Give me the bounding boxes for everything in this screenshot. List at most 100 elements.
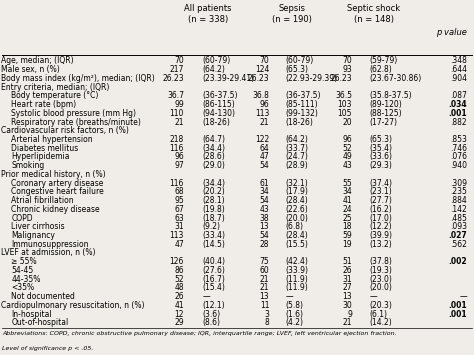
Text: .882: .882 bbox=[450, 118, 467, 126]
Text: (28.9): (28.9) bbox=[285, 161, 308, 170]
Text: 21: 21 bbox=[174, 118, 184, 126]
Text: (14.2): (14.2) bbox=[370, 318, 392, 327]
Text: (19.3): (19.3) bbox=[370, 266, 392, 275]
Text: 63: 63 bbox=[174, 213, 184, 223]
Text: .348: .348 bbox=[450, 56, 467, 65]
Text: 36.5: 36.5 bbox=[335, 91, 352, 100]
Text: .001: .001 bbox=[448, 109, 467, 118]
Text: (20.3): (20.3) bbox=[370, 301, 392, 310]
Text: 38: 38 bbox=[260, 213, 269, 223]
Text: .034: .034 bbox=[448, 100, 467, 109]
Text: 36.8: 36.8 bbox=[252, 91, 269, 100]
Text: (16.7): (16.7) bbox=[202, 275, 225, 284]
Text: 70: 70 bbox=[342, 56, 352, 65]
Text: 124: 124 bbox=[255, 65, 269, 74]
Text: Cardiovascular risk factors, n (%): Cardiovascular risk factors, n (%) bbox=[1, 126, 129, 135]
Text: 26.23: 26.23 bbox=[247, 74, 269, 83]
Text: .485: .485 bbox=[450, 213, 467, 223]
Text: 103: 103 bbox=[337, 100, 352, 109]
Text: (14.5): (14.5) bbox=[202, 240, 225, 249]
Text: Out-of-hospital: Out-of-hospital bbox=[11, 318, 69, 327]
Text: 105: 105 bbox=[337, 109, 352, 118]
Text: (88-125): (88-125) bbox=[370, 109, 402, 118]
Text: Body temperature (°C): Body temperature (°C) bbox=[11, 91, 99, 100]
Text: 26: 26 bbox=[343, 266, 352, 275]
Text: 24: 24 bbox=[343, 205, 352, 214]
Text: .853: .853 bbox=[450, 135, 467, 144]
Text: 20: 20 bbox=[343, 118, 352, 126]
Text: (8.6): (8.6) bbox=[202, 318, 220, 327]
Text: (20.0): (20.0) bbox=[285, 213, 308, 223]
Text: (65.3): (65.3) bbox=[370, 135, 393, 144]
Text: (28.4): (28.4) bbox=[285, 231, 308, 240]
Text: Coronary artery disease: Coronary artery disease bbox=[11, 179, 104, 187]
Text: Entry criteria, median; (IQR): Entry criteria, median; (IQR) bbox=[1, 83, 109, 92]
Text: (33.7): (33.7) bbox=[285, 144, 309, 153]
Text: .235: .235 bbox=[450, 187, 467, 196]
Text: 47: 47 bbox=[174, 240, 184, 249]
Text: 96: 96 bbox=[259, 100, 269, 109]
Text: .904: .904 bbox=[450, 74, 467, 83]
Text: Liver cirrhosis: Liver cirrhosis bbox=[11, 222, 65, 231]
Text: 113: 113 bbox=[170, 231, 184, 240]
Text: —: — bbox=[370, 292, 377, 301]
Text: Diabetes mellitus: Diabetes mellitus bbox=[11, 144, 79, 153]
Text: (37.8): (37.8) bbox=[370, 257, 392, 266]
Text: 21: 21 bbox=[260, 283, 269, 292]
Text: (6.8): (6.8) bbox=[285, 222, 303, 231]
Text: —: — bbox=[202, 292, 210, 301]
Text: (17.9): (17.9) bbox=[285, 187, 308, 196]
Text: .562: .562 bbox=[450, 240, 467, 249]
Text: .884: .884 bbox=[450, 196, 467, 205]
Text: (35.4): (35.4) bbox=[370, 144, 393, 153]
Text: 49: 49 bbox=[342, 152, 352, 162]
Text: 68: 68 bbox=[174, 187, 184, 196]
Text: p value: p value bbox=[436, 28, 467, 37]
Text: 48: 48 bbox=[174, 283, 184, 292]
Text: (15.4): (15.4) bbox=[202, 283, 225, 292]
Text: (59-79): (59-79) bbox=[370, 56, 398, 65]
Text: (12.2): (12.2) bbox=[370, 222, 392, 231]
Text: Malignancy: Malignancy bbox=[11, 231, 55, 240]
Text: 113: 113 bbox=[255, 109, 269, 118]
Text: .142: .142 bbox=[450, 205, 467, 214]
Text: 47: 47 bbox=[259, 152, 269, 162]
Text: Level of significance p < .05.: Level of significance p < .05. bbox=[2, 346, 94, 351]
Text: Age, median; (IQR): Age, median; (IQR) bbox=[1, 56, 73, 65]
Text: 36.7: 36.7 bbox=[167, 91, 184, 100]
Text: .644: .644 bbox=[450, 65, 467, 74]
Text: Atrial fibrillation: Atrial fibrillation bbox=[11, 196, 74, 205]
Text: 34: 34 bbox=[342, 187, 352, 196]
Text: (16.2): (16.2) bbox=[370, 205, 392, 214]
Text: 54: 54 bbox=[259, 161, 269, 170]
Text: 96: 96 bbox=[342, 135, 352, 144]
Text: (42.4): (42.4) bbox=[285, 257, 308, 266]
Text: Chronic kidney disease: Chronic kidney disease bbox=[11, 205, 100, 214]
Text: 51: 51 bbox=[343, 257, 352, 266]
Text: (27.6): (27.6) bbox=[202, 266, 225, 275]
Text: (60-79): (60-79) bbox=[202, 56, 231, 65]
Text: (89-120): (89-120) bbox=[370, 100, 402, 109]
Text: 41: 41 bbox=[343, 196, 352, 205]
Text: 28: 28 bbox=[260, 240, 269, 249]
Text: 54-45: 54-45 bbox=[11, 266, 34, 275]
Text: 13: 13 bbox=[260, 292, 269, 301]
Text: 26: 26 bbox=[174, 292, 184, 301]
Text: 44-35%: 44-35% bbox=[11, 275, 41, 284]
Text: 217: 217 bbox=[170, 65, 184, 74]
Text: <35%: <35% bbox=[11, 283, 35, 292]
Text: 30: 30 bbox=[342, 301, 352, 310]
Text: (29.3): (29.3) bbox=[370, 161, 392, 170]
Text: (86-115): (86-115) bbox=[202, 100, 235, 109]
Text: (5.8): (5.8) bbox=[285, 301, 303, 310]
Text: (33.6): (33.6) bbox=[370, 152, 393, 162]
Text: 110: 110 bbox=[170, 109, 184, 118]
Text: (64.7): (64.7) bbox=[202, 135, 226, 144]
Text: 67: 67 bbox=[174, 205, 184, 214]
Text: 41: 41 bbox=[174, 301, 184, 310]
Text: (15.5): (15.5) bbox=[285, 240, 308, 249]
Text: 218: 218 bbox=[170, 135, 184, 144]
Text: 116: 116 bbox=[170, 144, 184, 153]
Text: Arterial hypertension: Arterial hypertension bbox=[11, 135, 93, 144]
Text: (34.4): (34.4) bbox=[202, 179, 226, 187]
